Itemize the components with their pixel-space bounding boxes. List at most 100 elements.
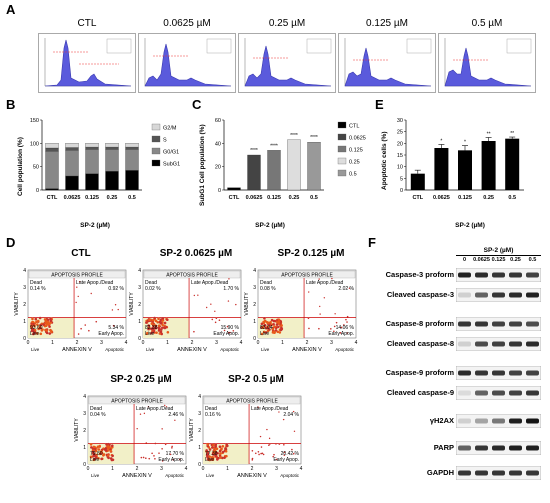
cell-dot (31, 317, 34, 321)
cell-dot (151, 318, 155, 322)
cell-dot (333, 330, 335, 333)
quadrant-label: Late Apop./Dead (251, 406, 288, 412)
cell-dot (166, 330, 170, 334)
bar (434, 148, 449, 190)
cell-dot (251, 459, 254, 461)
cell-dot (97, 448, 101, 451)
blot-band (492, 470, 505, 476)
x-axis-title: SP-2 (µM) (455, 222, 485, 229)
cell-dot (348, 287, 351, 289)
cell-dot (272, 323, 275, 326)
cell-dot (251, 449, 254, 452)
cell-dot (108, 443, 111, 447)
cell-dot (228, 278, 230, 280)
x-tick-label: 0.5 (508, 195, 516, 201)
cell-dot (261, 452, 264, 455)
cell-dot (219, 456, 222, 459)
blot-label: Cleaved caspase-3 (386, 290, 454, 299)
cell-dot (93, 457, 97, 461)
stacked-bar-segment (45, 143, 59, 149)
blot-header: SP-2 (µM) (483, 247, 514, 254)
panel-label-a: A (6, 2, 16, 17)
cell-dot (223, 329, 226, 332)
cell-dot (307, 317, 310, 320)
plot-header: APOPTOSIS PROFILE (111, 399, 163, 405)
x-tick-label: 0.125 (267, 195, 281, 201)
cell-dot (109, 457, 113, 460)
scatter-title: SP-2 0.5 µM (228, 374, 284, 385)
quadrant-label: Early Apop. (98, 331, 124, 337)
cell-dot (270, 318, 274, 322)
y-tick-label: 60 (215, 118, 221, 124)
lane-label: 0.0625 (473, 257, 490, 263)
x-tick-label: 0 (202, 466, 205, 472)
significance-marker: * (464, 140, 466, 146)
blot-band (526, 272, 539, 278)
x-axis-title: ANNEXIN V (292, 347, 322, 353)
y-tick-label: 2 (198, 428, 201, 434)
quadrant-value: 0.04 % (90, 412, 106, 418)
cell-dot (171, 445, 173, 448)
panel-label-c: C (192, 97, 202, 112)
cell-dot (102, 453, 105, 457)
cell-dot (218, 449, 222, 453)
blot-band (509, 390, 522, 396)
stacked-bar-segment (45, 188, 59, 191)
legend-swatch (337, 157, 347, 165)
legend-swatch (151, 135, 161, 143)
x-tick-label: 1 (281, 340, 284, 346)
blot-band (492, 370, 505, 376)
cell-dot (84, 324, 87, 326)
cell-dot (107, 456, 110, 460)
cell-dot (164, 443, 167, 446)
cell-dot (159, 330, 163, 334)
y-tick-label: 0 (253, 336, 256, 342)
x-tick-label: 2 (306, 340, 309, 346)
cell-dot (46, 318, 50, 322)
cell-dot (154, 319, 158, 323)
cell-dot (262, 453, 265, 456)
x-axis-title: ANNEXIN V (177, 347, 207, 353)
cell-dot (35, 332, 39, 335)
y-tick-label: 1 (83, 445, 86, 451)
blot-band (526, 470, 539, 476)
quadrant-value: 20.42 % (281, 451, 300, 457)
x-tick-label: 1 (166, 340, 169, 346)
live-quadrant-fill (28, 317, 75, 338)
legend-label: S (163, 138, 167, 144)
cell-dot (164, 404, 166, 407)
cell-dot (224, 447, 227, 450)
cell-dot (274, 329, 278, 332)
cell-dot (214, 454, 217, 458)
y-tick-label: 0 (83, 462, 86, 468)
legend-label: 0.125 (349, 148, 363, 154)
cell-dot (263, 319, 267, 323)
blot-band (492, 272, 505, 278)
cell-dot (224, 449, 228, 453)
x-tick-label: 0.5 (128, 195, 136, 201)
x-tick-label: 4 (185, 466, 188, 472)
x-tick-label: 1 (51, 340, 54, 346)
cell-dot (257, 406, 259, 408)
quadrant-label: Late Apop./Dead (136, 406, 173, 412)
blot-band (475, 370, 488, 376)
cell-dot (227, 300, 230, 302)
x-left-label: Live (206, 473, 215, 478)
cell-dot (346, 315, 349, 318)
quadrant-label: Early Apop. (328, 331, 354, 337)
blot-band (458, 418, 471, 424)
cell-dot (227, 331, 230, 334)
cell-dot (109, 449, 113, 453)
cell-dot (277, 318, 281, 321)
x-right-label: Apoptotic (335, 347, 355, 352)
lane-label: 0.5 (528, 257, 537, 263)
x-axis-title: SP-2 (µM) (255, 222, 285, 229)
blot-band (526, 445, 539, 451)
quadrant-value: 83.04 (260, 325, 273, 331)
quadrant-value: 2.02 % (338, 286, 354, 292)
apoptotic-bar-chart: 0 5 10 15 20 25 30 CTL * 0.0625 * 0.125 ** 0.25 ** 0.5 (397, 118, 524, 201)
blot-label: Caspase-8 proform (385, 319, 454, 328)
cell-dot (140, 456, 143, 459)
cell-dot (136, 428, 138, 430)
